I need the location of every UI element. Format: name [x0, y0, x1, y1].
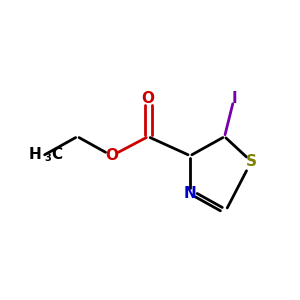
- Text: C: C: [51, 147, 62, 162]
- Text: 3: 3: [45, 153, 52, 164]
- Text: O: O: [142, 91, 154, 106]
- Text: S: S: [246, 154, 257, 169]
- Text: I: I: [231, 91, 237, 106]
- Text: N: N: [184, 187, 197, 202]
- Text: O: O: [105, 148, 118, 163]
- Text: H: H: [28, 147, 41, 162]
